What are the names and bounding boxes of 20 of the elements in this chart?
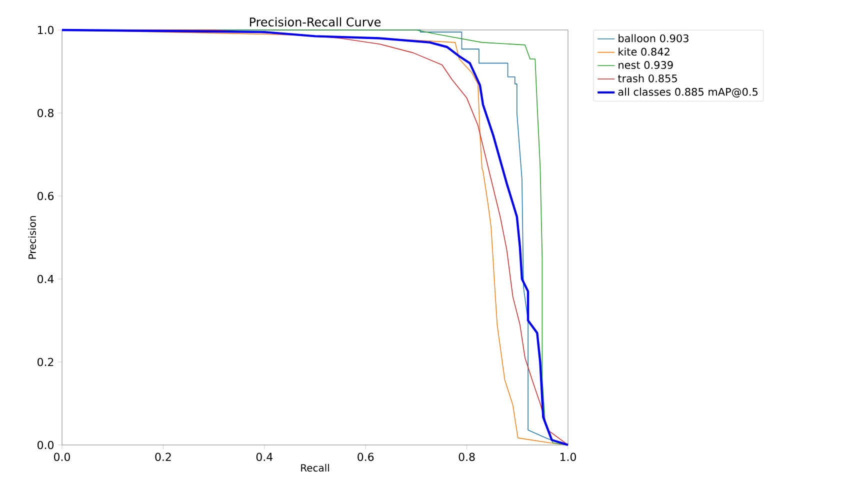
x-tick-label: 0.6 (358, 452, 374, 462)
x-tick-label: 0.4 (256, 452, 273, 462)
y-tick-label: 0.2 (38, 358, 54, 366)
legend-label: balloon 0.903 (618, 34, 688, 42)
x-tick-label: 1.0 (560, 452, 576, 462)
x-axis-title: Recall (301, 464, 329, 472)
x-tick-label: 0.2 (155, 452, 171, 462)
x-tick-label: 0.0 (54, 452, 70, 462)
legend-label: trash 0.855 (618, 74, 677, 82)
x-tick-label: 0.8 (458, 452, 475, 462)
y-tick-label: 0.8 (38, 108, 54, 118)
y-tick-label: 0.4 (38, 274, 54, 284)
y-axis-title: Precision (28, 216, 36, 259)
y-tick-label: 0.6 (38, 192, 54, 200)
legend-label: nest 0.939 (618, 61, 673, 69)
y-tick-label: 1.0 (38, 26, 54, 34)
chart-title: Precision-Recall Curve (250, 17, 381, 26)
legend-label: kite 0.842 (618, 48, 670, 56)
legend-label: all classes 0.885 mAP@0.5 (618, 88, 758, 98)
y-tick-label: 0.0 (38, 440, 54, 450)
